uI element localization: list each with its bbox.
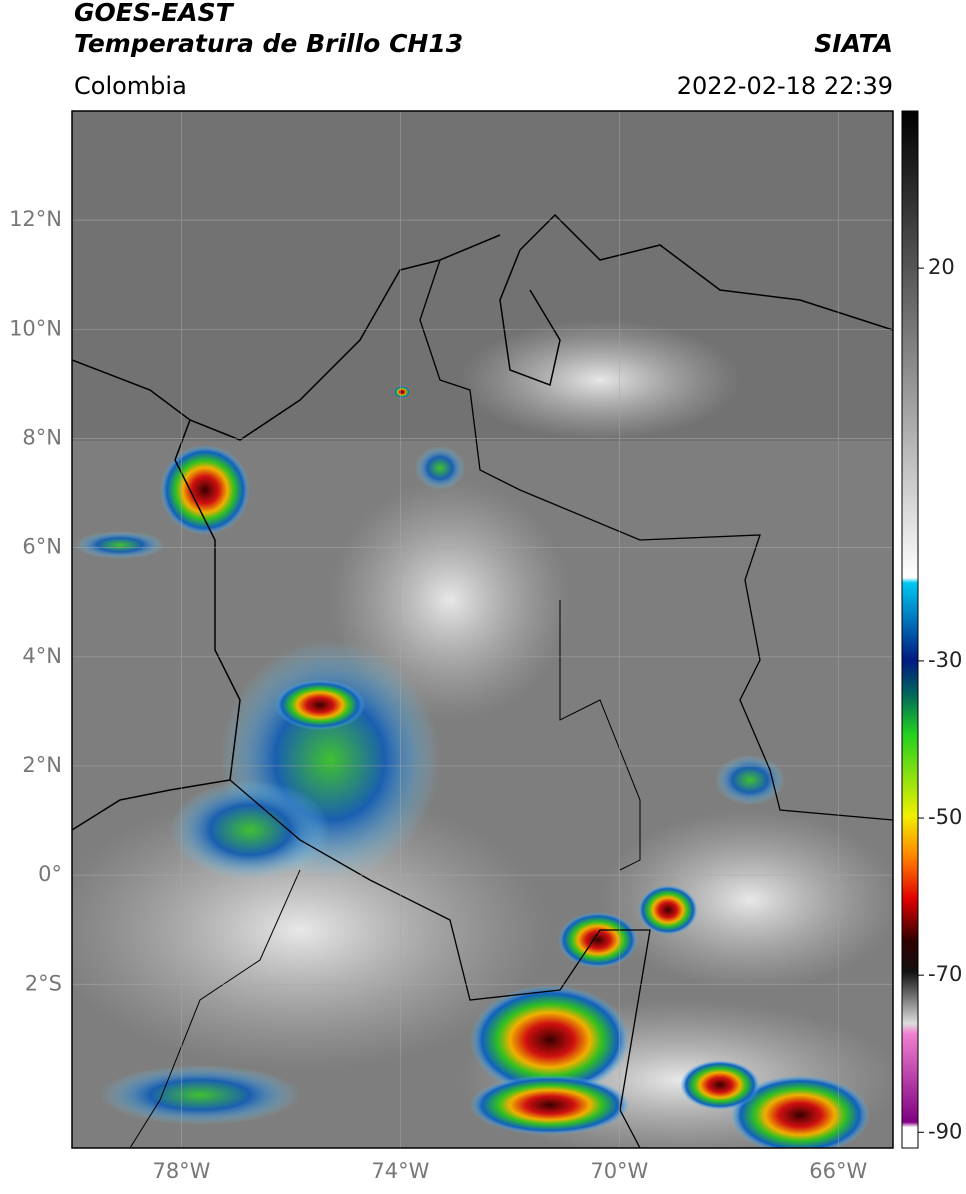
colorbar-tick-label: -30: [928, 648, 962, 672]
lat-tick-label: 2°S: [25, 971, 62, 995]
lon-tick-label: 78°W: [152, 1159, 210, 1183]
source: SIATA: [814, 29, 893, 58]
lat-tick-label: 0°: [38, 862, 62, 886]
title: GOES-EAST: [74, 0, 235, 27]
datetime: 2022-02-18 22:39: [677, 72, 893, 100]
lon-tick-label: 70°W: [590, 1159, 648, 1183]
map-frame: [71, 110, 894, 1149]
colorbar-tick-label: 20: [928, 255, 955, 279]
colorbar-tick-label: -90: [928, 1119, 962, 1143]
lat-tick-label: 12°N: [9, 207, 62, 231]
colorbar-tick-label: -50: [928, 805, 962, 829]
lat-tick-label: 2°N: [22, 753, 62, 777]
lat-tick-label: 8°N: [22, 425, 62, 449]
colorbar: [901, 110, 919, 1149]
colorbar-tick-label: -70: [928, 962, 962, 986]
subtitle: Temperatura de Brillo CH13: [74, 29, 463, 58]
lat-tick-label: 4°N: [22, 644, 62, 668]
lat-tick-label: 6°N: [22, 535, 62, 559]
lon-tick-label: 74°W: [371, 1159, 429, 1183]
lon-tick-label: 66°W: [809, 1159, 867, 1183]
graticule: [72, 111, 893, 1148]
lat-tick-label: 10°N: [9, 316, 62, 340]
region: Colombia: [74, 72, 187, 100]
satellite-image: [72, 111, 893, 1148]
